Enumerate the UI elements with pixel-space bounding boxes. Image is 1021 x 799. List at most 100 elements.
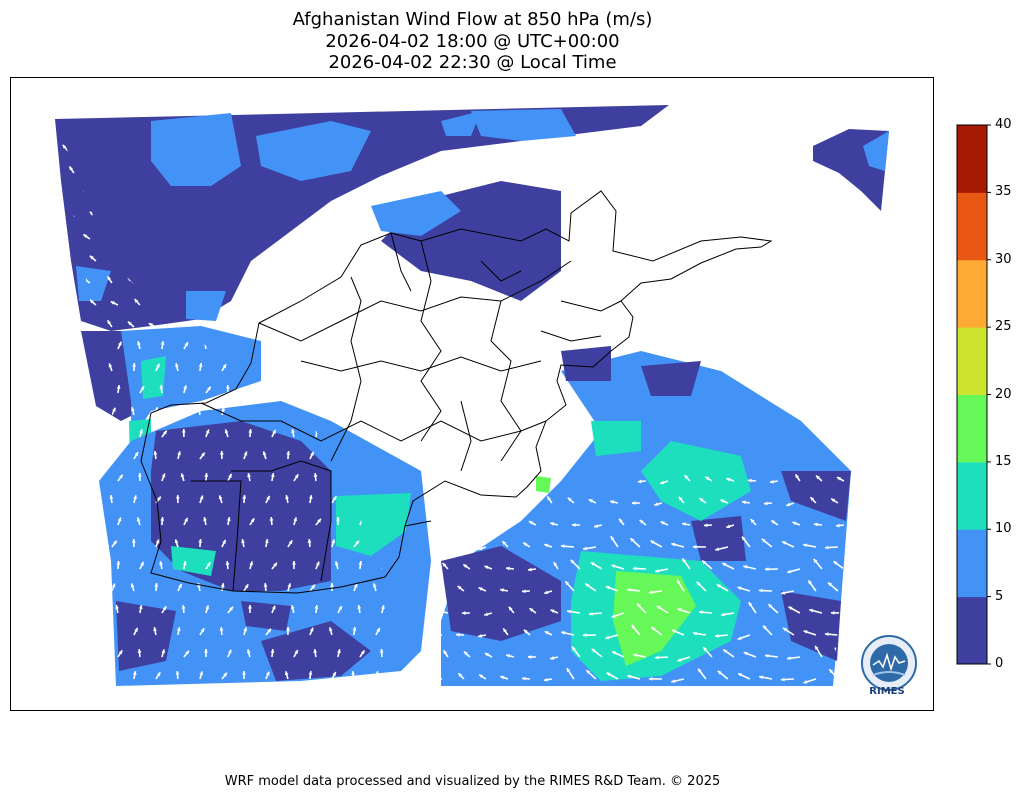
wind-arrow [67,494,70,504]
wind-arrow-head [550,656,554,660]
wind-arrow-head [544,631,549,635]
wind-arrow-head [308,671,313,675]
wind-arrow-head [848,585,851,589]
wind-arrow-head [242,495,247,499]
wind-arrow-head [328,627,333,632]
wind-arrow-head [815,645,819,650]
wind-arrow-head [505,566,510,571]
wind-arrow-head [69,166,73,171]
wind-arrow-head [62,276,67,281]
wind-arrow-head [764,567,769,572]
colorbar-segment [957,259,987,328]
wind-arrow-head [677,657,682,662]
wind-arrow-head [703,647,708,652]
wind-arrow-head [610,536,615,541]
wind-arrow-head [651,627,656,631]
province-border [480,260,522,282]
wind-arrow [875,567,888,569]
wind-arrow-head [181,429,186,433]
wind-arrow-head [499,500,504,505]
wind-arrow-head [631,624,636,629]
wind-arrow-head [136,517,141,522]
wind-arrow [67,451,73,460]
wind-arrow-head [529,168,534,172]
wind-arrow-head [250,518,255,523]
rimes-logo-label: RIMES [869,686,905,697]
wind-arrow-head [284,671,289,676]
wind-arrow-head [273,562,277,567]
wind-arrow-head [761,538,766,543]
wind-arrow-head [484,653,489,657]
province-border [490,300,522,462]
wind-arrow-head [244,584,249,589]
wind-arrow-head [809,608,814,613]
wind-arrow-head [131,407,135,412]
wind-arrow [567,145,575,152]
wind-field-light [151,113,241,186]
wind-arrow-head [115,605,119,609]
wind-arrow-head [780,677,785,682]
wind-arrow-head [521,676,526,681]
wind-arrow-head [153,451,158,455]
wind-arrow-head [225,385,230,389]
wind-arrow-head [372,583,377,588]
wind-arrow-head [808,147,813,152]
wind-arrow-head [788,606,793,611]
wind-arrow-head [62,232,67,237]
wind-arrow-head [478,499,483,504]
wind-arrow [588,147,597,152]
wind-arrow-head [90,671,94,676]
wind-arrow-head [717,670,722,675]
wind-arrow-head [627,674,632,679]
wind-arrow-head [630,538,635,542]
wind-arrow-head [874,501,878,505]
wind-arrow-head [726,524,731,529]
wind-arrow-head [633,653,637,658]
wind-arrow-head [90,496,95,501]
wind-arrow-head [561,631,566,635]
wind-arrow-head [379,649,384,653]
wind-arrow-head [434,678,439,683]
wind-arrow-head [547,144,551,149]
wind-arrow-head [858,478,862,482]
wind-arrow-head [782,541,787,545]
wind-arrow-head [137,649,142,653]
wind-arrow-head [293,517,298,522]
wind-arrow-head [876,454,880,458]
wind-arrow [874,502,882,503]
wind-arrow-head [83,322,88,327]
wind-arrow-head [352,627,357,631]
wind-arrow-head [803,679,808,684]
wind-arrow-head [726,477,731,482]
wind-arrow-head [455,632,460,637]
wind-arrow-head [440,610,444,614]
wind-arrow-head [782,627,787,632]
wind-arrow-head [698,668,702,673]
wind-arrow-head [478,546,483,551]
wind-arrow [87,451,91,460]
wind-arrow-head [792,521,797,526]
wind-arrow [73,385,79,394]
wind-arrow-head [612,651,617,655]
wind-arrow-head [313,649,318,653]
wind-arrow-head [523,629,528,634]
wind-arrow-head [351,671,356,675]
province-border [258,260,572,342]
wind-arrow-head [109,671,113,675]
wind-arrow-head [175,495,180,499]
wind-arrow-head [272,429,276,434]
wind-arrow-head [720,499,725,504]
wind-arrow-head [132,363,137,367]
wind-arrow-head [550,522,555,526]
wind-arrow-head [506,654,511,658]
wind-arrow [875,624,882,635]
wind-arrow-head [116,561,121,565]
wind-arrow-head [218,495,223,500]
wind-arrow [546,144,553,152]
wind-arrow [882,519,888,525]
wind-arrow-head [267,628,271,633]
wind-arrow [848,670,851,680]
wind-arrow [216,319,223,328]
wind-arrow-head [249,561,254,566]
wind-arrow [846,634,851,638]
